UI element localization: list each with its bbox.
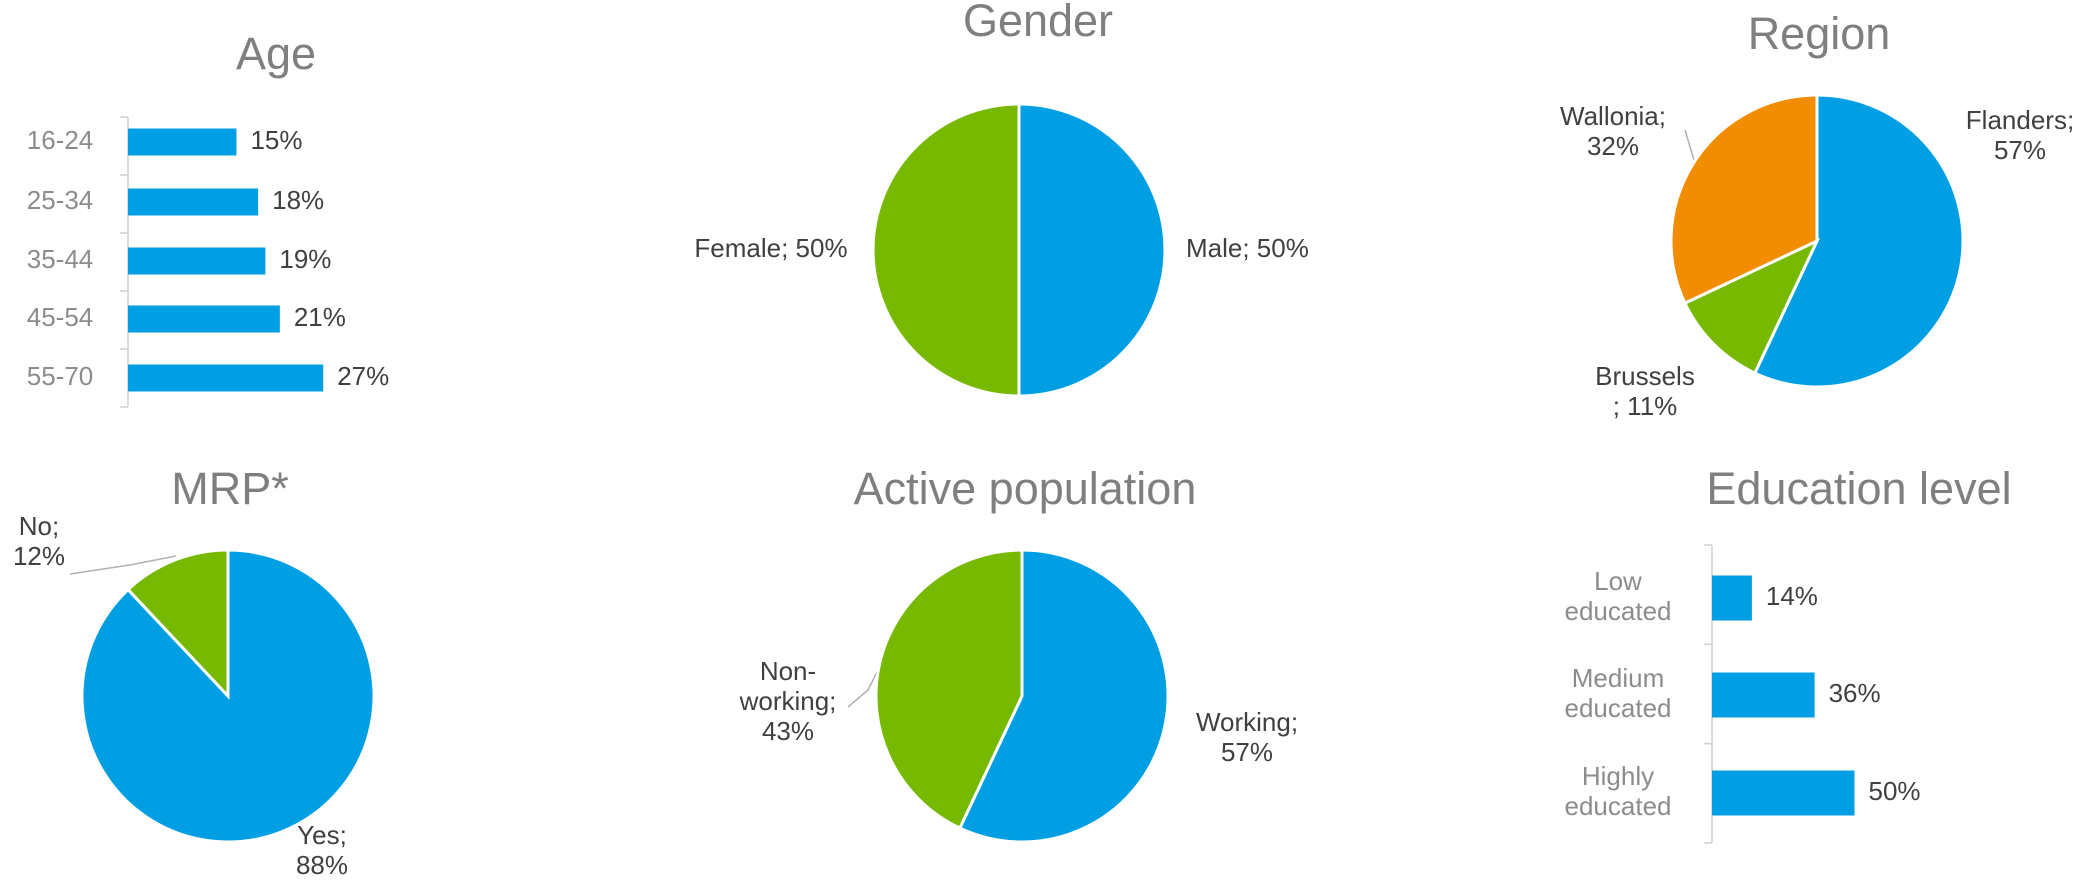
data-label: Working; 57% xyxy=(1196,707,1298,767)
category-label: 35-44 xyxy=(27,244,94,274)
data-label: 27% xyxy=(337,361,389,391)
data-label: Non-working; 43% xyxy=(739,656,837,746)
chart-title: Gender xyxy=(963,0,1113,46)
data-label: 18% xyxy=(272,185,324,215)
data-label: 14% xyxy=(1766,581,1818,611)
pie-slice xyxy=(957,548,1170,844)
bar xyxy=(1712,672,1815,718)
data-label: Flanders; 57% xyxy=(1966,105,2074,165)
data-label: Brussels; 11% xyxy=(1595,361,1695,421)
pie-slice xyxy=(1682,237,1821,376)
category-label: Low educated xyxy=(1565,566,1672,626)
category-label: Highly educated xyxy=(1565,761,1672,821)
bar xyxy=(128,128,237,156)
pie-slice xyxy=(871,102,1021,398)
data-label: Yes; 88% xyxy=(296,820,348,880)
chart-title: Age xyxy=(236,28,316,79)
bar xyxy=(1712,770,1855,816)
pie-slice xyxy=(125,548,230,700)
leader-line xyxy=(847,665,881,708)
bar xyxy=(1712,575,1752,621)
pie-slice xyxy=(874,548,1024,831)
data-label: 21% xyxy=(294,302,346,332)
bar xyxy=(128,305,280,333)
category-label: 16-24 xyxy=(27,125,94,155)
chart-title: MRP* xyxy=(171,463,289,514)
pie-slice xyxy=(1017,102,1167,398)
bar xyxy=(128,364,324,392)
pie-slice xyxy=(1669,93,1819,306)
category-label: 25-34 xyxy=(27,185,94,215)
chart-title: Region xyxy=(1748,8,1891,59)
chart-title: Active population xyxy=(854,463,1197,514)
data-label: 15% xyxy=(250,125,302,155)
data-label: Female; 50% xyxy=(694,233,847,263)
leader-line xyxy=(1684,129,1695,161)
chart-title: Education level xyxy=(1706,463,2011,514)
data-label: No; 12% xyxy=(13,511,65,571)
bar xyxy=(128,247,266,275)
category-label: 55-70 xyxy=(27,361,94,391)
category-label: Medium educated xyxy=(1565,663,1672,723)
pie-slice xyxy=(1752,93,1965,389)
leader-line xyxy=(69,555,177,575)
data-label: 19% xyxy=(279,244,331,274)
data-label: Male; 50% xyxy=(1186,233,1309,263)
data-label: Wallonia; 32% xyxy=(1560,101,1666,161)
data-label: 50% xyxy=(1869,776,1921,806)
category-label: 45-54 xyxy=(27,302,94,332)
bar xyxy=(128,188,259,216)
data-label: 36% xyxy=(1829,678,1881,708)
